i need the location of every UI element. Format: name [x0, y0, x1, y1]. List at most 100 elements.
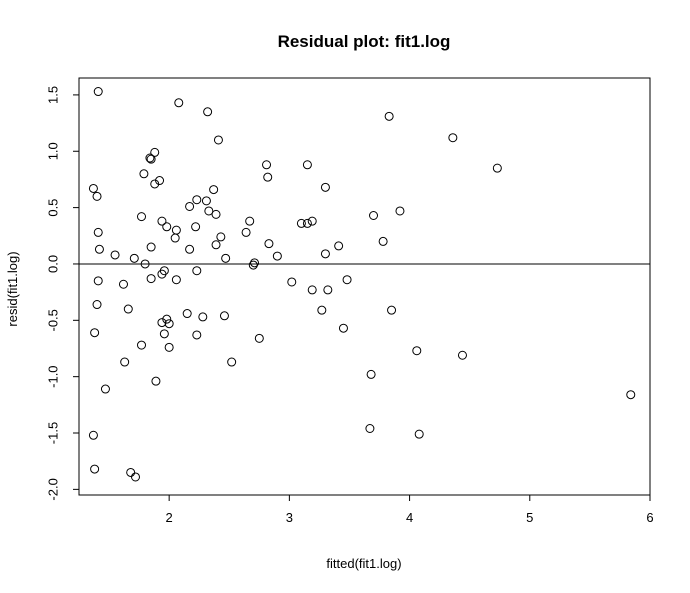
- data-point: [216, 232, 226, 242]
- data-point: [211, 209, 221, 219]
- data-point: [155, 176, 165, 186]
- data-point: [287, 277, 297, 287]
- data-point: [221, 253, 231, 263]
- data-point: [92, 300, 102, 310]
- x-axis-label: fitted(fit1.log): [326, 556, 401, 571]
- data-point: [185, 201, 195, 211]
- data-point: [387, 305, 397, 315]
- data-point: [93, 227, 103, 237]
- data-point: [185, 244, 195, 254]
- x-tick-label: 5: [526, 510, 533, 525]
- data-point: [164, 319, 174, 329]
- data-point: [338, 323, 348, 333]
- data-point: [192, 266, 202, 276]
- data-points: [88, 87, 636, 482]
- data-point: [204, 206, 214, 216]
- data-point: [241, 227, 251, 237]
- data-point: [227, 357, 237, 367]
- data-point: [395, 206, 405, 216]
- data-point: [317, 305, 327, 315]
- data-point: [378, 236, 388, 246]
- data-point: [110, 250, 120, 260]
- data-point: [414, 429, 424, 439]
- data-point: [323, 285, 333, 295]
- x-tick-label: 4: [406, 510, 413, 525]
- y-tick-label: -0.5: [46, 309, 61, 331]
- data-point: [192, 195, 202, 205]
- data-point: [412, 346, 422, 356]
- data-point: [307, 216, 317, 226]
- data-point: [123, 304, 133, 314]
- y-tick-label: 0.5: [46, 199, 61, 217]
- y-tick-label: 1.0: [46, 142, 61, 160]
- y-tick-label: 1.5: [46, 86, 61, 104]
- data-point: [296, 218, 306, 228]
- data-point: [213, 135, 223, 145]
- data-point: [198, 312, 208, 322]
- data-point: [162, 314, 172, 324]
- y-tick-label: 0.0: [46, 255, 61, 273]
- data-point: [174, 98, 184, 108]
- data-point: [219, 311, 229, 321]
- data-point: [262, 160, 272, 170]
- data-point: [171, 225, 181, 235]
- data-point: [150, 147, 160, 157]
- data-point: [171, 275, 181, 285]
- y-tick-label: -1.0: [46, 365, 61, 387]
- data-point: [254, 333, 264, 343]
- plot-frame: [78, 77, 651, 496]
- data-point: [626, 390, 636, 400]
- data-point: [457, 350, 467, 360]
- data-point: [263, 172, 273, 182]
- y-tick-label: -2.0: [46, 478, 61, 500]
- data-point: [182, 309, 192, 319]
- data-point: [164, 342, 174, 352]
- x-tick-label: 2: [166, 510, 173, 525]
- data-point: [203, 107, 213, 117]
- data-point: [159, 329, 169, 339]
- data-point: [92, 191, 102, 201]
- data-point: [139, 169, 149, 179]
- data-point: [151, 376, 161, 386]
- data-point: [137, 212, 147, 222]
- data-point: [126, 467, 136, 477]
- data-point: [170, 233, 180, 243]
- data-point: [137, 340, 147, 350]
- data-point: [334, 241, 344, 251]
- data-point: [211, 240, 221, 250]
- data-point: [320, 182, 330, 192]
- data-point: [120, 357, 130, 367]
- data-point: [320, 249, 330, 259]
- data-point: [272, 251, 282, 261]
- data-point: [157, 269, 167, 279]
- x-tick-label: 3: [286, 510, 293, 525]
- data-point: [88, 430, 98, 440]
- data-point: [366, 369, 376, 379]
- data-point: [150, 179, 160, 189]
- x-tick-label: 6: [646, 510, 653, 525]
- data-point: [492, 163, 502, 173]
- data-point: [248, 260, 258, 270]
- data-point: [129, 253, 139, 263]
- data-point: [90, 328, 100, 338]
- data-point: [146, 242, 156, 252]
- data-point: [209, 185, 219, 195]
- data-point: [146, 154, 156, 164]
- y-axis-label: resid(fit1.log): [5, 251, 20, 326]
- y-tick-label: -1.5: [46, 422, 61, 444]
- data-point: [250, 258, 260, 268]
- data-point: [157, 318, 167, 328]
- data-point: [100, 384, 110, 394]
- data-point: [264, 239, 274, 249]
- data-point: [90, 464, 100, 474]
- y-axis: -2.0 -1.5 -1.0 -0.5 0.0 0.5 1.0 1.5: [46, 86, 79, 501]
- data-point: [245, 216, 255, 226]
- data-point: [93, 87, 103, 97]
- data-point: [118, 279, 128, 289]
- data-point: [140, 259, 150, 269]
- data-point: [162, 222, 172, 232]
- data-point: [302, 160, 312, 170]
- data-point: [342, 275, 352, 285]
- chart-title: Residual plot: fit1.log: [278, 32, 451, 51]
